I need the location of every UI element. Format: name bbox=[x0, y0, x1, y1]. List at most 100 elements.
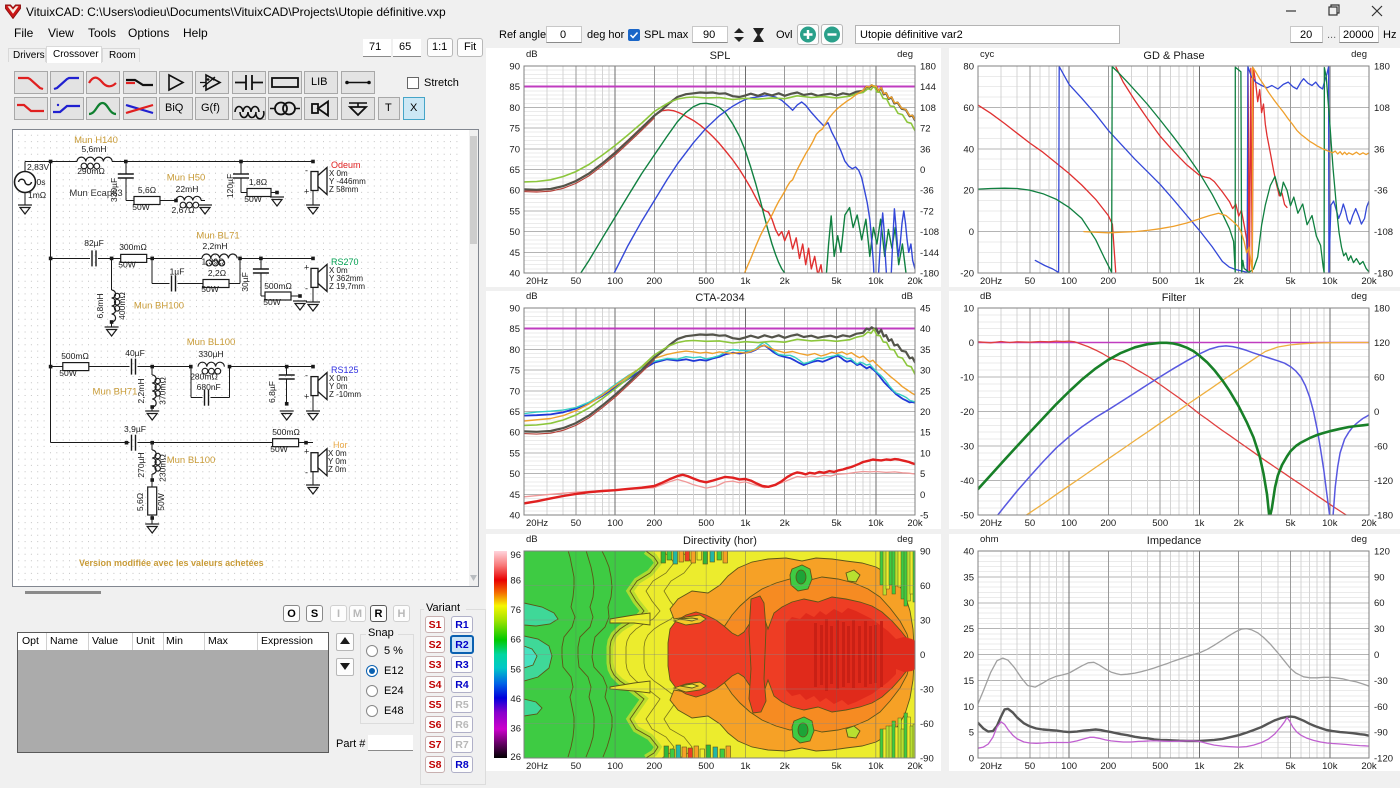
svg-text:dB: dB bbox=[901, 291, 913, 302]
svg-text:X 0m: X 0m bbox=[329, 266, 348, 275]
svg-text:200: 200 bbox=[646, 518, 662, 529]
svg-text:30: 30 bbox=[920, 616, 931, 627]
svg-text:3,9µF: 3,9µF bbox=[124, 424, 146, 434]
svg-text:40: 40 bbox=[509, 269, 520, 280]
svg-text:25: 25 bbox=[920, 386, 931, 397]
svg-text:10: 10 bbox=[963, 702, 974, 713]
svg-text:500: 500 bbox=[698, 518, 714, 529]
svg-text:50: 50 bbox=[1025, 761, 1036, 772]
svg-text:30µF: 30µF bbox=[240, 272, 250, 292]
svg-text:5,6Ω: 5,6Ω bbox=[138, 185, 156, 195]
svg-text:-180: -180 bbox=[920, 269, 939, 280]
svg-text:10: 10 bbox=[963, 304, 974, 315]
svg-text:90: 90 bbox=[509, 304, 520, 315]
svg-text:66: 66 bbox=[510, 635, 521, 646]
svg-text:deg: deg bbox=[1351, 534, 1367, 545]
svg-text:25: 25 bbox=[963, 624, 974, 635]
svg-text:70: 70 bbox=[509, 144, 520, 155]
svg-text:0: 0 bbox=[1374, 407, 1379, 418]
svg-text:100: 100 bbox=[1061, 518, 1077, 529]
svg-text:1k: 1k bbox=[1194, 276, 1204, 287]
svg-text:X 0m: X 0m bbox=[329, 169, 348, 178]
svg-text:120: 120 bbox=[1374, 547, 1390, 558]
svg-text:10k: 10k bbox=[868, 276, 884, 287]
svg-text:2,2mH: 2,2mH bbox=[202, 241, 227, 251]
svg-text:330µH: 330µH bbox=[198, 349, 223, 359]
svg-text:120µF: 120µF bbox=[225, 174, 235, 198]
svg-text:500: 500 bbox=[1152, 518, 1168, 529]
svg-text:76: 76 bbox=[510, 605, 521, 616]
svg-text:2,83V: 2,83V bbox=[27, 162, 50, 172]
svg-text:56: 56 bbox=[510, 664, 521, 675]
svg-text:5k: 5k bbox=[1285, 276, 1295, 287]
svg-text:-60: -60 bbox=[1374, 702, 1388, 713]
svg-text:0: 0 bbox=[969, 338, 974, 349]
svg-text:0: 0 bbox=[920, 165, 925, 176]
svg-text:-60: -60 bbox=[920, 719, 934, 730]
svg-text:Mun BL71: Mun BL71 bbox=[196, 231, 239, 242]
svg-text:500: 500 bbox=[1152, 276, 1168, 287]
svg-text:20k: 20k bbox=[1361, 276, 1377, 287]
svg-text:46: 46 bbox=[510, 694, 521, 705]
svg-text:230mΩ: 230mΩ bbox=[158, 454, 168, 482]
svg-text:-30: -30 bbox=[1374, 676, 1388, 687]
svg-text:280mΩ: 280mΩ bbox=[190, 372, 218, 382]
svg-text:20Hz: 20Hz bbox=[980, 276, 1002, 287]
svg-text:50W: 50W bbox=[132, 202, 149, 212]
svg-text:dB: dB bbox=[980, 291, 992, 302]
svg-text:10k: 10k bbox=[868, 761, 884, 772]
svg-text:270µH: 270µH bbox=[136, 452, 146, 477]
svg-text:500mΩ: 500mΩ bbox=[264, 281, 292, 291]
svg-text:60: 60 bbox=[509, 428, 520, 439]
svg-text:40: 40 bbox=[509, 511, 520, 522]
svg-text:500mΩ: 500mΩ bbox=[272, 427, 300, 437]
svg-text:30: 30 bbox=[920, 366, 931, 377]
svg-text:36: 36 bbox=[510, 723, 521, 734]
svg-text:20k: 20k bbox=[907, 761, 923, 772]
svg-text:dB: dB bbox=[526, 534, 538, 545]
svg-text:100: 100 bbox=[1061, 276, 1077, 287]
svg-text:Mun BH100: Mun BH100 bbox=[134, 301, 184, 312]
svg-text:60: 60 bbox=[920, 581, 931, 592]
svg-text:45: 45 bbox=[509, 490, 520, 501]
svg-text:2k: 2k bbox=[780, 761, 790, 772]
svg-text:80: 80 bbox=[963, 62, 974, 73]
svg-text:30: 30 bbox=[963, 598, 974, 609]
svg-text:40µF: 40µF bbox=[125, 348, 145, 358]
svg-text:50: 50 bbox=[571, 518, 582, 529]
svg-text:-60: -60 bbox=[1374, 442, 1388, 453]
svg-text:50: 50 bbox=[1025, 276, 1036, 287]
svg-text:330µF: 330µF bbox=[109, 178, 119, 202]
svg-text:Hor: Hor bbox=[333, 440, 348, 450]
svg-text:RS270: RS270 bbox=[331, 257, 359, 267]
svg-text:Odeum: Odeum bbox=[331, 160, 361, 170]
svg-text:50: 50 bbox=[571, 276, 582, 287]
svg-text:dB: dB bbox=[526, 291, 538, 302]
svg-text:45: 45 bbox=[509, 248, 520, 259]
svg-text:-180: -180 bbox=[1374, 511, 1393, 522]
svg-text:10: 10 bbox=[920, 448, 931, 459]
svg-text:500: 500 bbox=[1152, 761, 1168, 772]
svg-text:200: 200 bbox=[646, 761, 662, 772]
svg-text:90: 90 bbox=[920, 547, 931, 558]
svg-text:-36: -36 bbox=[1374, 186, 1388, 197]
svg-text:10k: 10k bbox=[1322, 518, 1338, 529]
svg-text:36: 36 bbox=[920, 144, 931, 155]
svg-text:65: 65 bbox=[509, 165, 520, 176]
svg-text:-: - bbox=[305, 166, 308, 176]
svg-text:6,8mH: 6,8mH bbox=[95, 293, 105, 318]
svg-text:2k: 2k bbox=[1234, 518, 1244, 529]
svg-text:X 0m: X 0m bbox=[328, 449, 347, 458]
svg-text:20k: 20k bbox=[1361, 761, 1377, 772]
svg-text:5,6Ω: 5,6Ω bbox=[135, 493, 145, 511]
svg-text:2k: 2k bbox=[1234, 761, 1244, 772]
svg-text:108: 108 bbox=[920, 103, 936, 114]
svg-text:55: 55 bbox=[509, 448, 520, 459]
svg-text:0: 0 bbox=[969, 227, 974, 238]
svg-text:Version modifiée avec les vale: Version modifiée avec les valeurs acheté… bbox=[79, 558, 264, 568]
svg-text:60: 60 bbox=[509, 186, 520, 197]
svg-text:22mH: 22mH bbox=[176, 184, 199, 194]
svg-text:100: 100 bbox=[1061, 761, 1077, 772]
svg-text:1mΩ: 1mΩ bbox=[28, 190, 46, 200]
svg-text:72: 72 bbox=[920, 124, 931, 135]
